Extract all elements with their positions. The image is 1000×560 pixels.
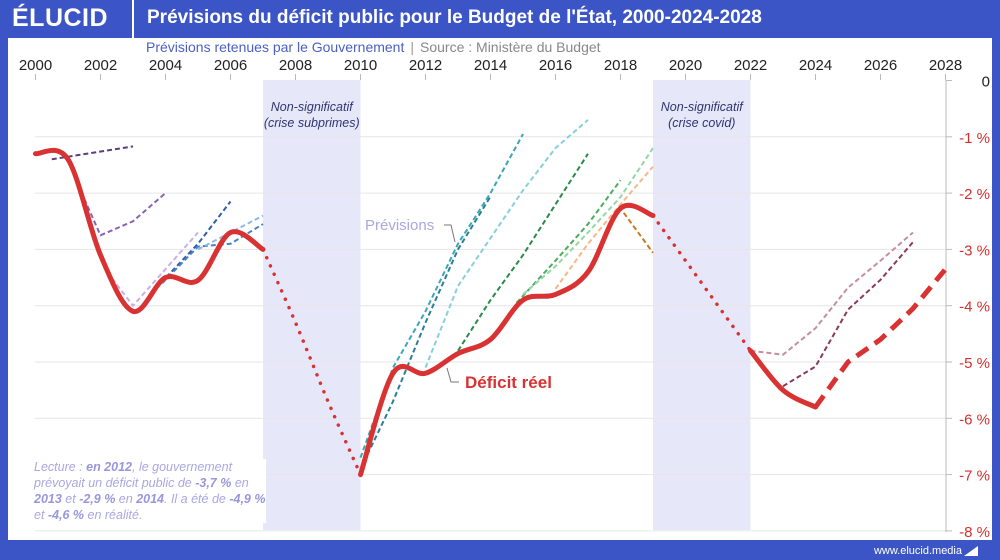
forecast-line	[424, 119, 589, 368]
actual-annotation: Déficit réel	[465, 373, 552, 392]
shaded-period	[263, 80, 361, 530]
forecast-line	[359, 195, 492, 470]
x-tick-label: 2026	[864, 57, 897, 74]
note-bold: 2013	[34, 492, 62, 506]
note-text: en réalité.	[84, 508, 143, 522]
note-bold: -4,6 %	[47, 508, 85, 522]
deficit-projection-dashed	[813, 267, 948, 409]
footer-url[interactable]: www.elucid.media	[873, 545, 962, 557]
forecast-line	[750, 231, 914, 356]
x-tick-label: 2012	[409, 57, 442, 74]
y-tick-label: -1 %	[959, 130, 990, 147]
forecast-line	[106, 231, 199, 308]
shaded-period	[653, 80, 751, 530]
y-tick-label: -3 %	[959, 242, 990, 259]
forecast-line	[83, 192, 167, 237]
forecast-line	[782, 241, 914, 388]
note-text: , le gouvernement prévoyait un déficit p…	[34, 460, 233, 490]
y-tick-label: -6 %	[959, 411, 990, 428]
x-tick-label: 2000	[19, 57, 52, 74]
forecast-line	[622, 212, 654, 254]
actual-deficit-line	[33, 147, 266, 314]
header-bar: ÉLUCID Prévisions du déficit public pour…	[0, 0, 1000, 38]
x-tick-label: 2022	[734, 57, 767, 74]
subtitle-text: Prévisions retenues par le Gouvernement	[146, 39, 405, 55]
note-text: en	[115, 492, 137, 506]
note-bold: -4,9 %	[229, 492, 266, 506]
x-tick-label: 2020	[669, 57, 702, 74]
actual-deficit-gap-dotted	[651, 213, 753, 353]
x-tick-label: 2016	[539, 57, 572, 74]
page-title: Prévisions du déficit public pour le Bud…	[147, 7, 762, 28]
x-tick-label: 2002	[84, 57, 117, 74]
reading-note: Lecture : en 2012, le gouvernement prévo…	[34, 459, 266, 523]
actual-leader-line	[446, 367, 459, 383]
forecast-line	[515, 179, 622, 304]
y-tick-label: -7 %	[959, 468, 990, 485]
shaded-period-label: Non-significatif	[271, 100, 355, 114]
y-tick-label: -5 %	[959, 355, 990, 372]
forecast-line	[522, 147, 654, 296]
chart-subtitle: Prévisions retenues par le Gouvernement |…	[146, 39, 601, 55]
chart-panel	[8, 38, 992, 540]
x-tick-label: 2018	[604, 57, 637, 74]
forecast-line	[554, 165, 654, 290]
note-text: et	[61, 492, 80, 506]
elucid-logo: ÉLUCID	[12, 4, 109, 32]
subtitle-separator: |	[410, 39, 414, 55]
header-divider	[132, 0, 134, 38]
actual-deficit-gap-dotted	[261, 247, 363, 477]
forecast-line	[161, 223, 264, 284]
y-tick-label: -8 %	[959, 524, 990, 541]
note-text: . Il a été de	[164, 492, 230, 506]
note-text: et	[34, 508, 48, 522]
actual-deficit-line	[748, 348, 818, 410]
y-tick-label: -2 %	[959, 186, 990, 203]
note-bold: -3,7 %	[195, 476, 232, 490]
forecast-line	[159, 200, 232, 284]
note-bold: -2,9 %	[79, 492, 116, 506]
note-text: en	[231, 476, 249, 490]
x-tick-label: 2024	[799, 57, 832, 74]
note-bold: 2014	[136, 492, 164, 506]
source-text: Source : Ministère du Budget	[420, 39, 601, 55]
actual-deficit-line	[358, 202, 656, 478]
y-tick-label: -4 %	[959, 299, 990, 316]
elucid-mark-icon	[964, 546, 978, 556]
x-tick-label: 2010	[344, 57, 377, 74]
forecasts-leader-line	[444, 224, 456, 243]
x-tick-label: 2028	[929, 57, 962, 74]
y-tick-label: 0	[982, 74, 990, 91]
forecast-line	[457, 153, 589, 352]
shaded-period-label: (crise covid)	[668, 116, 735, 130]
forecast-line	[359, 133, 524, 459]
forecast-line	[51, 145, 134, 161]
x-tick-label: 2014	[474, 57, 507, 74]
x-tick-label: 2004	[149, 57, 182, 74]
x-tick-label: 2008	[279, 57, 312, 74]
forecasts-annotation: Prévisions	[365, 217, 434, 234]
shaded-period-label: Non-significatif	[661, 100, 745, 114]
x-tick-label: 2006	[214, 57, 247, 74]
shaded-period-label: (crise subprimes)	[264, 116, 360, 130]
note-text: Lecture :	[34, 460, 87, 474]
note-bold: en 2012	[86, 460, 132, 474]
